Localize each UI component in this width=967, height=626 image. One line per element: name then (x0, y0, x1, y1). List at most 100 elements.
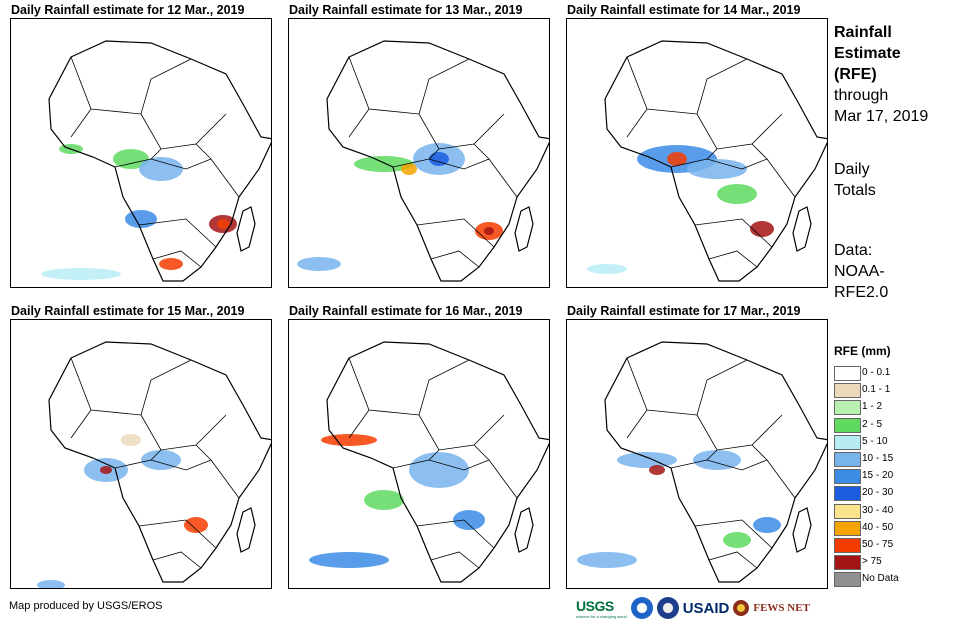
country-border (428, 444, 490, 461)
daily-line: Daily (834, 161, 870, 178)
through-line: through (834, 87, 889, 104)
legend-swatch (834, 366, 861, 381)
legend-label: 15 - 20 (862, 470, 894, 482)
country-border (428, 143, 490, 160)
fews-net-logo: FEWS NET (753, 602, 810, 614)
legend-item: 2 - 5 (834, 417, 954, 433)
legend-label: 30 - 40 (862, 504, 894, 516)
legend-item: 50 - 75 (834, 538, 954, 553)
africa-map-graphic (587, 40, 827, 282)
rainfall-map (10, 18, 272, 288)
rainfall-area (587, 264, 627, 274)
legend-label: 10 - 15 (862, 453, 894, 464)
panel-title: Daily Rainfall estimate for 13 Mar., 201… (289, 3, 523, 17)
rainfall-area (354, 156, 414, 172)
rainfall-area (667, 152, 687, 166)
country-border (138, 218, 217, 248)
legend-item: No Data (834, 572, 954, 588)
legend-item: 30 - 40 (834, 503, 954, 519)
country-border (152, 551, 202, 569)
legend-item: > 75 (834, 555, 954, 571)
legend-swatch (834, 486, 861, 502)
panel-title: Daily Rainfall estimate for 17 Mar., 201… (567, 304, 801, 318)
country-border (706, 444, 768, 461)
coastline (236, 507, 256, 553)
legend-swatch (834, 538, 861, 553)
africa-map-graphic (41, 40, 271, 282)
coastline (326, 40, 549, 282)
country-border (70, 108, 227, 150)
coastline (514, 206, 534, 252)
daily-line: Totals (834, 182, 876, 199)
rainfall-area (141, 450, 181, 470)
rainfall-area (113, 149, 149, 169)
coastline (326, 341, 549, 583)
rainfall-map (288, 18, 550, 288)
rainfall-area (364, 490, 404, 510)
legend-swatch (834, 434, 861, 450)
rainfall-area (309, 552, 389, 568)
country-border (706, 143, 768, 160)
legend-swatch (834, 469, 861, 485)
panel-title: Daily Rainfall estimate for 15 Mar., 201… (11, 304, 245, 318)
logos: USGS science for a changing world USAID … (576, 594, 810, 622)
country-border (708, 250, 758, 268)
country-border (626, 108, 783, 150)
rainfall-area (750, 221, 774, 237)
rainfall-area (484, 227, 494, 235)
country-border (670, 459, 796, 499)
country-border (114, 459, 240, 499)
country-border (348, 108, 505, 150)
rainfall-area (617, 452, 677, 468)
rainfall-area (184, 517, 208, 533)
daily-totals: Daily Totals (834, 159, 876, 201)
data-line: RFE2.0 (834, 284, 889, 301)
rainfall-area (409, 452, 469, 488)
rainfall-area (100, 466, 112, 474)
country-border (70, 56, 192, 115)
rainfall-map (566, 319, 828, 589)
legend-label: 50 - 75 (862, 539, 894, 550)
legend-label: 0.1 - 1 (862, 384, 891, 396)
noaa-logo-icon (630, 597, 653, 619)
country-border (626, 409, 783, 451)
rainfall-area (453, 510, 485, 530)
country-border (70, 409, 227, 451)
legend-swatch (834, 555, 861, 571)
product-title-line: Rainfall (834, 24, 892, 41)
product-title: Rainfall Estimate (RFE) (834, 22, 901, 85)
legend-swatch (834, 400, 861, 416)
country-border (416, 519, 495, 549)
rainfall-area (717, 184, 757, 204)
data-source: Data: NOAA- RFE2.0 (834, 240, 888, 303)
africa-map-graphic (297, 40, 549, 282)
country-border (708, 551, 758, 569)
legend-label: 2 - 5 (862, 418, 883, 430)
product-title-line: (RFE) (834, 66, 877, 83)
country-border (670, 158, 796, 198)
legend-title: RFE (mm) (834, 344, 891, 358)
rainfall-area (321, 434, 377, 446)
legend-label: 5 - 10 (862, 435, 888, 447)
coastline (236, 206, 256, 252)
rainfall-area (121, 434, 141, 446)
africa-map-graphic (309, 341, 549, 583)
panel-title: Daily Rainfall estimate for 16 Mar., 201… (289, 304, 523, 318)
coastline (604, 341, 827, 583)
legend-item: 1 - 2 (834, 400, 954, 416)
rainfall-area (159, 258, 183, 270)
rainfall-area (217, 219, 229, 229)
legend-label: No Data (862, 573, 899, 585)
rainfall-area (577, 552, 637, 568)
rainfall-area (125, 210, 157, 228)
country-border (138, 519, 217, 549)
panel-title: Daily Rainfall estimate for 14 Mar., 201… (567, 3, 801, 17)
usaid-logo: USAID (682, 599, 730, 617)
rainfall-area (37, 580, 65, 588)
data-line: Data: (834, 242, 873, 259)
legend-swatch (834, 452, 861, 467)
usgs-logo-text: USGS (576, 597, 614, 614)
legend-item: 40 - 50 (834, 520, 954, 536)
legend-swatch (834, 417, 861, 433)
rainfall-area (429, 152, 449, 166)
